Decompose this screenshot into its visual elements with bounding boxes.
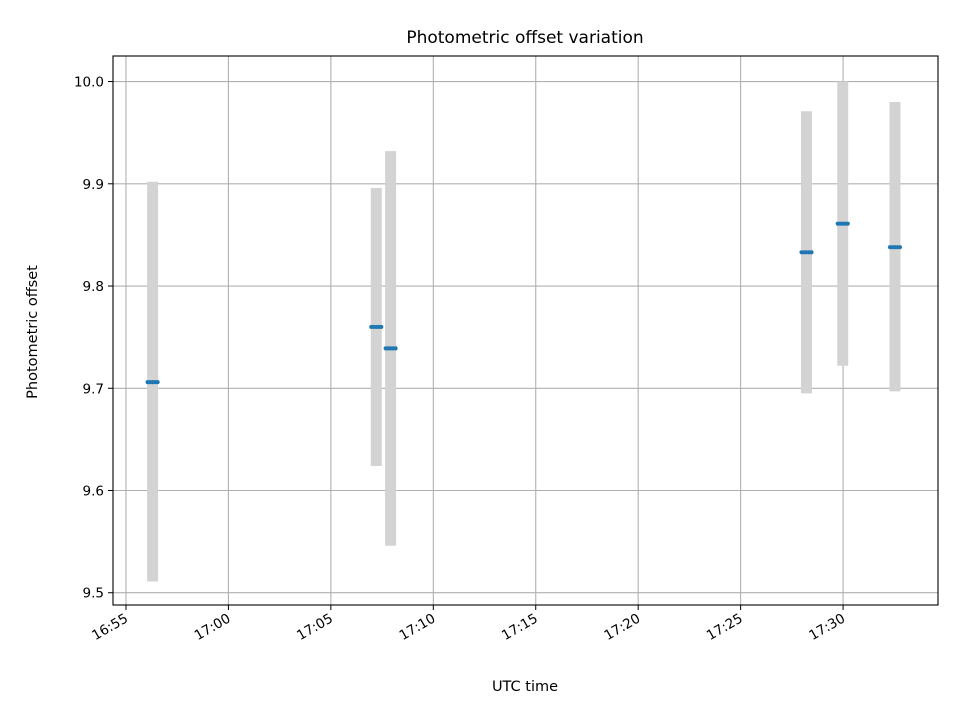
y-tick-label: 9.7 — [83, 381, 104, 397]
data-point-marker — [897, 245, 903, 250]
data-point — [383, 346, 398, 351]
y-tick-label: 9.6 — [83, 483, 104, 499]
data-point-marker — [155, 380, 160, 385]
data-point — [887, 245, 903, 250]
data-point-marker — [393, 346, 398, 351]
data-point — [369, 324, 384, 330]
data-point-marker — [809, 250, 814, 255]
y-tick-label: 9.5 — [83, 586, 104, 602]
plot-frame — [112, 55, 939, 606]
y-tick-label: 9.9 — [83, 177, 104, 193]
chart-title: Photometric offset variation — [406, 28, 643, 48]
x-axis-label: UTC time — [492, 679, 558, 695]
grid-lines — [113, 56, 938, 605]
data-point — [799, 250, 814, 255]
data-point — [835, 221, 850, 226]
data-point-marker — [845, 221, 850, 226]
y-tick-label: 9.8 — [83, 279, 104, 295]
data-point-marker — [379, 324, 384, 330]
y-tick-label: 10.0 — [74, 75, 104, 91]
y-axis-label: Photometric offset — [25, 265, 41, 399]
data-point — [145, 380, 160, 385]
y-axis-ticks: 9.5 9.6 9.7 9.8 9.9 10.0 — [74, 75, 113, 602]
data-points — [145, 221, 903, 385]
